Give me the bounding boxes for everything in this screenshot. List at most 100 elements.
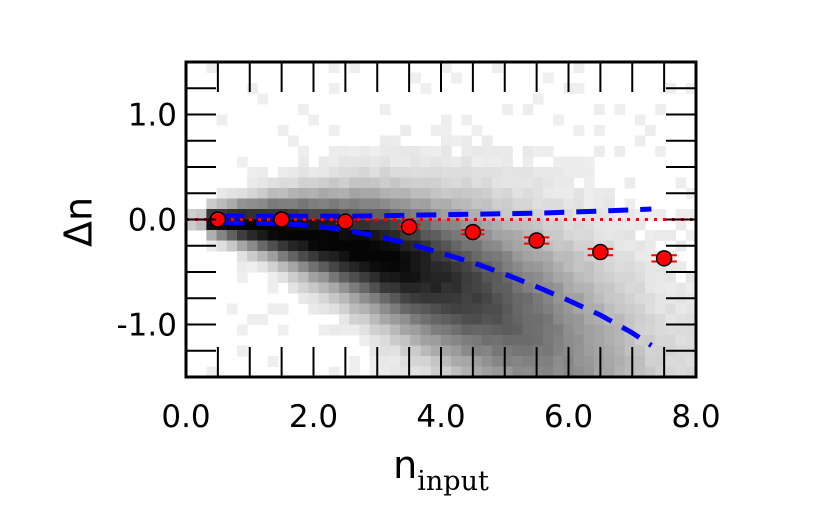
- density-cell: [267, 198, 279, 210]
- density-cell: [573, 356, 585, 367]
- density-cell: [604, 356, 615, 367]
- density-cell: [502, 209, 513, 220]
- density-cell: [594, 272, 605, 283]
- density-cell: [237, 272, 248, 283]
- density-cell: [430, 167, 442, 178]
- density-cell: [502, 230, 513, 241]
- density-cell: [369, 251, 381, 262]
- density-cell: [461, 272, 473, 283]
- density-cell: [461, 146, 473, 157]
- density-cell: [308, 272, 320, 283]
- density-cell: [594, 146, 605, 157]
- density-cell: [614, 282, 626, 294]
- density-cell: [532, 303, 544, 315]
- density-cell: [481, 156, 493, 168]
- density-cell: [512, 282, 524, 294]
- density-cell: [410, 72, 422, 84]
- density-cell: [655, 356, 666, 367]
- density-cell: [502, 335, 513, 346]
- density-cell: [339, 324, 350, 336]
- density-cell: [502, 356, 513, 367]
- density-cell: [675, 324, 687, 336]
- density-cell: [553, 167, 564, 178]
- density-cell: [267, 188, 279, 199]
- density-cell: [349, 272, 360, 283]
- density-cell: [359, 261, 371, 273]
- density-cell: [328, 293, 340, 304]
- density-cell: [481, 198, 493, 210]
- density-cell: [298, 198, 309, 210]
- density-cell: [522, 366, 534, 378]
- density-cell: [553, 261, 564, 273]
- density-cell: [563, 303, 575, 315]
- density-cell: [349, 146, 360, 157]
- density-cell: [502, 188, 513, 199]
- density-cell: [430, 366, 442, 378]
- y-tick-label: 1.0: [128, 98, 177, 134]
- density-cell: [339, 156, 350, 168]
- density-cell: [298, 146, 309, 157]
- density-cell: [583, 198, 595, 210]
- density-cell: [328, 282, 340, 294]
- density-cell: [441, 324, 452, 336]
- density-cell: [553, 272, 564, 283]
- density-cell: [543, 72, 554, 84]
- density-cell: [492, 356, 503, 367]
- density-cell: [461, 167, 473, 178]
- tick-labels: 0.0 2.0 4.0 6.0 8.0 -1.0 0.0 1.0: [117, 98, 721, 436]
- density-cell: [420, 240, 432, 252]
- density-cell: [430, 177, 442, 189]
- density-cell: [614, 261, 626, 273]
- density-cell: [604, 366, 615, 378]
- density-cell: [553, 366, 564, 378]
- density-cell: [379, 261, 391, 273]
- density-cell: [645, 356, 656, 367]
- density-cell: [563, 156, 575, 168]
- density-cell: [369, 293, 381, 304]
- density-cell: [502, 146, 513, 157]
- density-cell: [441, 167, 452, 178]
- density-cell: [481, 230, 493, 241]
- density-cell: [339, 198, 350, 210]
- density-cell: [298, 188, 309, 199]
- density-cell: [247, 83, 258, 94]
- density-cell: [624, 251, 636, 262]
- density-cell: [583, 219, 595, 231]
- density-cell: [359, 198, 371, 210]
- density-cell: [553, 219, 564, 231]
- density-cell: [543, 282, 554, 294]
- density-cell: [553, 251, 564, 262]
- density-cell: [522, 104, 534, 115]
- density-cell: [206, 366, 218, 378]
- density-cell: [430, 240, 442, 252]
- density-cell: [624, 261, 636, 273]
- density-cell: [471, 293, 483, 304]
- density-cell: [583, 272, 595, 283]
- density-cell: [532, 198, 544, 210]
- density-cell: [685, 230, 697, 241]
- density-cell: [461, 156, 473, 168]
- density-cell: [461, 198, 473, 210]
- density-cell: [573, 366, 585, 378]
- density-cell: [522, 146, 534, 157]
- density-cell: [369, 366, 381, 378]
- density-cell: [237, 251, 248, 262]
- density-cell: [390, 251, 401, 262]
- density-cell: [532, 324, 544, 336]
- density-cell: [645, 125, 656, 136]
- density-cell: [349, 156, 360, 168]
- density-cell: [471, 146, 483, 157]
- density-cell: [471, 366, 483, 378]
- density-cell: [471, 272, 483, 283]
- density-cell: [400, 335, 411, 346]
- density-cell: [441, 240, 452, 252]
- density-cell: [390, 366, 401, 378]
- density-cell: [451, 324, 462, 336]
- density-cell: [318, 167, 330, 178]
- density-cell: [237, 345, 248, 357]
- density-cell: [645, 303, 656, 315]
- density-cell: [573, 314, 585, 325]
- density-cell: [328, 219, 340, 231]
- density-cell: [665, 324, 677, 336]
- density-cell: [481, 177, 493, 189]
